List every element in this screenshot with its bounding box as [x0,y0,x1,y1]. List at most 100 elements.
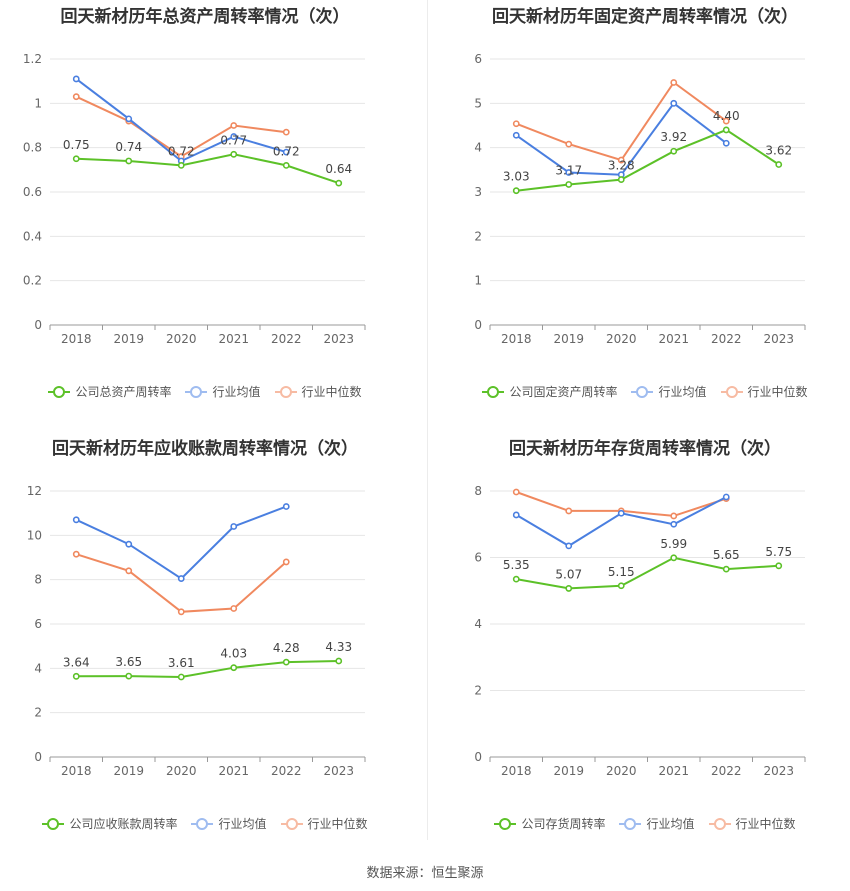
legend-item-industry-average[interactable]: 行业均值 [191,815,267,832]
data-point [72,516,80,524]
chart-title: 回天新材历年应收账款周转率情况（次） [52,439,358,459]
data-point [282,128,290,136]
legend-item-company[interactable]: 公司应收账款周转率 [42,815,177,832]
industry-median-line [515,81,727,162]
data-point [722,139,730,147]
data-point [565,507,573,515]
legend-label: 行业均值 [212,385,261,399]
y-tick-label: 12 [27,484,42,498]
y-tick-label: 4 [34,661,42,675]
data-label: 5.65 [713,548,740,562]
legend-label: 公司固定资产周转率 [509,385,618,399]
x-tick-label: 2021 [218,764,249,778]
legend-item-company[interactable]: 公司固定资产周转率 [482,383,617,400]
data-label: 3.92 [660,130,687,144]
data-point [177,608,185,616]
legend-line-icon [191,817,214,830]
data-label: 3.65 [115,655,142,669]
chart-title: 回天新材历年存货周转率情况（次） [509,439,781,459]
x-tick-label: 2021 [658,764,689,778]
chart-svg: 0 0.2 0.4 0.6 0.8 1 1.2 2018 2019 2020 2021 2022 202… [23,52,366,346]
y-tick-label: 5 [474,96,482,110]
data-point [617,156,625,164]
data-point [230,523,238,530]
x-tick-label: 2020 [166,332,197,346]
data-point [230,150,238,158]
legend-line-icon [619,817,642,830]
chart-title: 回天新材历年固定资产周转率情况（次） [492,7,798,27]
legend-item-industry-average[interactable]: 行业均值 [619,815,695,832]
data-point [775,161,783,168]
data-point [512,575,520,583]
chart-svg: 0 2 4 6 8 10 12 2018 2019 2020 2021 2022 2023 3.64 3.6… [27,484,366,778]
y-tick-label: 0.4 [23,229,42,243]
data-point [125,672,133,680]
data-label: 5.15 [608,565,635,579]
legend-label: 行业中位数 [735,817,796,831]
y-tick-label: 0 [474,318,482,332]
data-point [230,133,238,140]
y-tick-label: 6 [34,617,42,631]
data-point [125,540,133,548]
x-tick-label: 2020 [166,764,197,778]
chart-title: 回天新材历年总资产周转率情况（次） [60,7,350,27]
data-point [177,673,185,681]
x-tick-label: 2019 [113,332,144,346]
x-tick-label: 2021 [658,332,689,346]
data-point [512,187,520,195]
y-tick-label: 0.2 [23,274,42,288]
legend-item-company[interactable]: 公司总资产周转率 [48,383,171,400]
legend-item-industry-median[interactable]: 行业中位数 [708,815,796,832]
x-tick-label: 2018 [501,332,532,346]
y-tick-label: 0.8 [23,141,42,155]
data-label: 4.03 [220,647,247,661]
data-label: 5.35 [503,558,530,572]
data-point [512,120,520,128]
legend-item-industry-median[interactable]: 行业中位数 [274,383,362,400]
data-point [670,520,678,528]
legend-label: 行业中位数 [747,385,808,399]
data-point [282,558,290,566]
legend-item-industry-average[interactable]: 行业均值 [185,383,261,400]
legend-item-company[interactable]: 公司存货周转率 [494,815,605,832]
data-point [230,605,238,612]
data-label: 3.17 [555,163,582,177]
data-label: 0.74 [115,140,142,154]
legend-label: 行业均值 [646,817,695,831]
data-label: 5.99 [660,537,687,551]
data-point [670,79,678,86]
data-point [72,672,80,680]
data-point [565,542,573,550]
data-point [617,176,625,183]
y-tick-label: 1 [474,274,482,288]
x-tick-label: 2022 [711,332,742,346]
data-label: 4.40 [713,109,740,123]
x-tick-label: 2018 [61,332,92,346]
y-tick-label: 1.2 [23,52,42,66]
x-tick-label: 2020 [606,332,637,346]
data-point [565,140,573,148]
x-tick-label: 2019 [113,764,144,778]
data-point [512,488,520,496]
legend-line-icon [482,385,505,398]
y-tick-label: 8 [34,573,42,587]
legend-item-industry-average[interactable]: 行业均值 [631,383,707,400]
company-line [516,128,780,192]
data-point [565,169,573,176]
legend-item-industry-median[interactable]: 行业中位数 [720,383,808,400]
legend-item-industry-median[interactable]: 行业中位数 [280,815,368,832]
chart-legend: 公司总资产周转率 行业均值 行业中位数 [0,383,410,400]
data-point [670,554,678,562]
industry-median-line [75,553,287,613]
data-point [565,181,573,188]
x-tick-label: 2019 [553,332,584,346]
y-tick-label: 0 [34,750,42,764]
data-point [230,122,238,129]
data-point [125,115,133,123]
industry-average-line [75,505,287,580]
data-label: 4.28 [273,641,300,655]
data-label: 5.07 [555,567,582,581]
data-point [617,582,625,590]
data-point [282,503,290,510]
data-point [775,562,783,570]
